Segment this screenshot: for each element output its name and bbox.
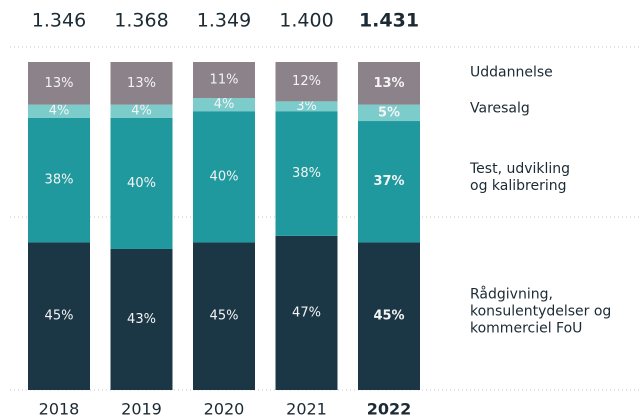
data-label: 43% xyxy=(127,312,156,327)
bar-segment xyxy=(28,117,90,243)
total-label: 1.368 xyxy=(114,10,168,32)
bar-segment xyxy=(28,104,90,118)
x-tick-label: 2021 xyxy=(286,400,327,419)
data-label: 45% xyxy=(45,309,74,324)
data-label: 3% xyxy=(296,99,317,114)
bar-segment xyxy=(358,104,420,122)
total-label: 1.431 xyxy=(359,10,419,32)
bar-segment xyxy=(110,117,173,249)
bar-segment xyxy=(275,111,338,236)
bar-segment xyxy=(193,62,255,99)
bar-segment xyxy=(358,62,420,105)
bar-segment xyxy=(275,101,338,112)
bar-segment xyxy=(193,242,255,390)
data-label: 4% xyxy=(214,97,235,112)
data-label: 45% xyxy=(373,309,404,324)
legend-entry: Rådgivning, konsulentydelser og kommerci… xyxy=(470,286,612,337)
x-tick-label: 2018 xyxy=(39,400,80,419)
data-label: 13% xyxy=(45,76,74,91)
data-label: 5% xyxy=(378,105,400,120)
legend-entry: Uddannelse xyxy=(470,64,553,81)
bar-segment xyxy=(110,248,173,390)
data-label: 4% xyxy=(131,104,152,119)
data-label: 38% xyxy=(292,166,321,181)
bar-segment xyxy=(358,121,420,243)
bar-segment xyxy=(28,242,90,390)
x-tick-label: 2020 xyxy=(204,400,245,419)
bar-segment xyxy=(358,242,420,390)
total-label: 1.349 xyxy=(197,10,251,32)
bar-segment xyxy=(193,98,255,112)
data-label: 38% xyxy=(45,173,74,188)
bar-segment xyxy=(275,62,338,102)
data-label: 47% xyxy=(292,305,321,320)
data-label: 40% xyxy=(210,169,239,184)
bar-segment xyxy=(275,235,338,390)
legend-entry: Varesalg xyxy=(470,100,530,117)
data-label: 12% xyxy=(292,74,321,89)
legend-entry: Test, udvikling og kalibrering xyxy=(470,160,571,194)
data-label: 13% xyxy=(373,76,404,91)
data-label: 13% xyxy=(127,76,156,91)
data-label: 45% xyxy=(210,309,239,324)
bar-segment xyxy=(110,62,173,105)
x-tick-label: 2019 xyxy=(121,400,162,419)
data-label: 11% xyxy=(210,73,239,88)
x-tick-label: 2022 xyxy=(367,400,412,419)
bar-segment xyxy=(28,62,90,105)
data-label: 40% xyxy=(127,176,156,191)
bar-segment xyxy=(110,104,173,118)
bar-segment xyxy=(193,111,255,243)
total-label: 1.346 xyxy=(32,10,86,32)
total-label: 1.400 xyxy=(279,10,333,32)
data-label: 37% xyxy=(373,174,404,189)
data-label: 4% xyxy=(49,104,70,119)
